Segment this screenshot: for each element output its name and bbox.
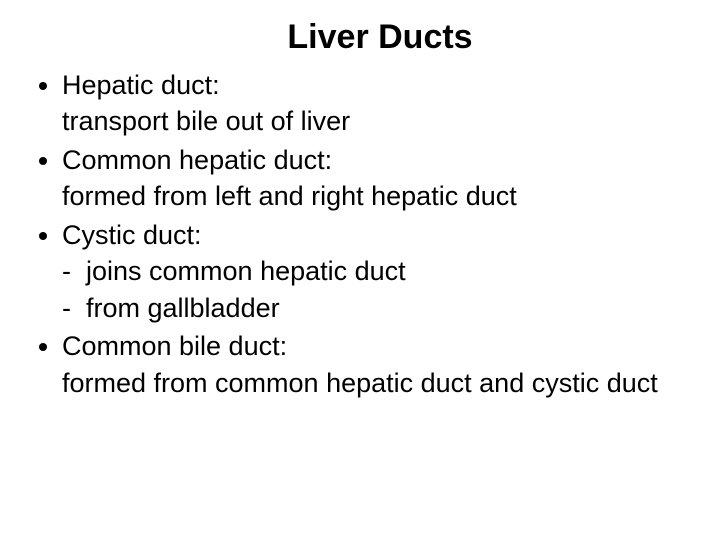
sub-list: joins common hepatic duct from gallbladd… <box>62 253 690 326</box>
sub-item: joins common hepatic duct <box>62 253 690 289</box>
list-item: Common hepatic duct: formed from left an… <box>62 142 690 215</box>
list-item: Common bile duct: formed from common hep… <box>62 328 690 401</box>
description: formed from left and right hepatic duct <box>62 178 690 214</box>
term: Common bile duct: <box>62 331 287 361</box>
list-item: Hepatic duct: transport bile out of live… <box>62 67 690 140</box>
description: transport bile out of liver <box>62 103 690 139</box>
bullet-list: Hepatic duct: transport bile out of live… <box>30 67 690 401</box>
slide-title: Liver Ducts <box>70 18 690 57</box>
list-item: Cystic duct: joins common hepatic duct f… <box>62 217 690 326</box>
term: Cystic duct: <box>62 220 202 250</box>
term: Hepatic duct: <box>62 70 220 100</box>
slide: Liver Ducts Hepatic duct: transport bile… <box>0 0 720 540</box>
sub-item: from gallbladder <box>62 290 690 326</box>
term: Common hepatic duct: <box>62 145 332 175</box>
description: formed from common hepatic duct and cyst… <box>62 365 690 401</box>
